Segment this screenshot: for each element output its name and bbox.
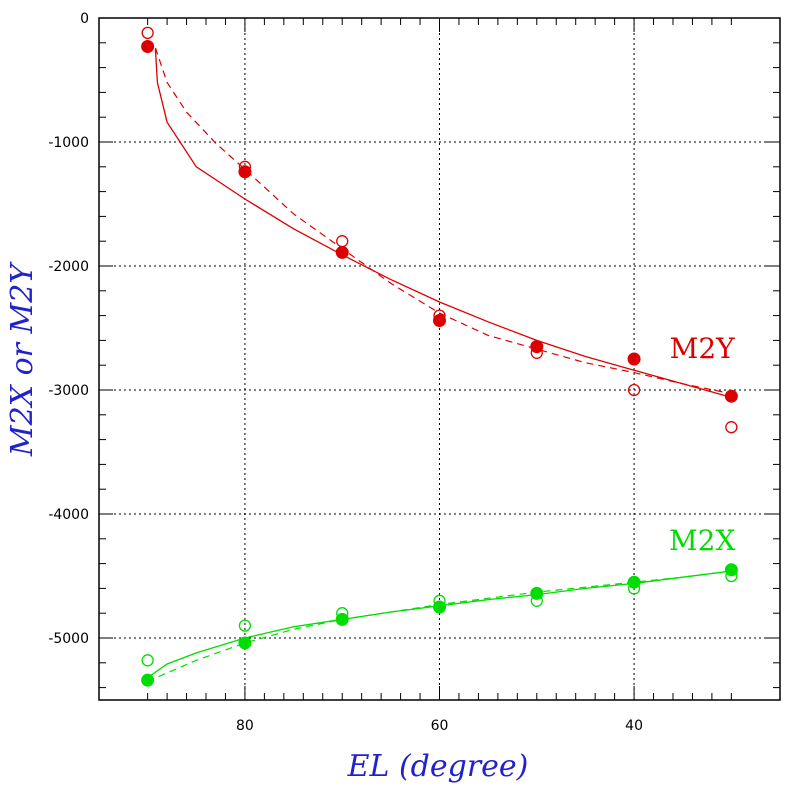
m2y-filled-point: [530, 340, 544, 354]
m2x-filled-point: [724, 563, 738, 577]
x-tick-label: 60: [431, 718, 449, 734]
m2y-series-label: M2Y: [670, 332, 735, 365]
y-tick-label: -5000: [48, 631, 89, 647]
y-tick-label: -1000: [48, 135, 89, 151]
m2y-filled-point: [433, 314, 446, 328]
m2y-filled-point: [335, 245, 349, 259]
m2x-filled-point: [433, 600, 446, 614]
m2y-filled-point: [724, 389, 738, 403]
m2x-filled-point: [335, 612, 349, 626]
m2x-filled-point: [238, 636, 252, 650]
data-points: [141, 26, 738, 687]
m2y-filled-point: [141, 40, 155, 54]
m2y-dashed-fit-line: [154, 47, 732, 395]
y-tick-label: 0: [80, 11, 89, 27]
m2y-open-point: [336, 235, 349, 248]
m2x-open-point: [141, 654, 154, 667]
y-axis-title: M2X or M2Y: [5, 261, 40, 457]
m2y-solid-fit-line: [154, 48, 732, 399]
m2y-filled-point: [238, 165, 252, 179]
m2y-open-point: [141, 26, 154, 40]
x-axis-title: EL (degree): [347, 749, 529, 784]
axis-ticks: [99, 18, 780, 700]
y-tick-label: -2000: [48, 259, 89, 275]
x-tick-label: 40: [625, 718, 643, 734]
m2y-open-point: [627, 383, 641, 397]
m2x-filled-point: [530, 586, 544, 600]
m2x-series-label: M2X: [669, 524, 735, 557]
x-tick-label: 80: [236, 718, 254, 734]
tick-labels: 80 60 40 0 -1000 -2000 -3000 -4000 -5000: [48, 11, 643, 734]
plot-frame: [98, 17, 781, 701]
y-tick-label: -3000: [48, 383, 89, 399]
series-labels: M2Y M2X: [669, 332, 735, 557]
m2x-open-point: [238, 619, 252, 632]
m2y-filled-point: [627, 352, 641, 366]
m2x-filled-point: [627, 575, 641, 589]
m2x-filled-point: [141, 673, 155, 687]
y-tick-label: -4000: [48, 507, 89, 523]
m2x-solid-fit-line: [147, 570, 732, 679]
m2y-open-point: [725, 421, 738, 434]
